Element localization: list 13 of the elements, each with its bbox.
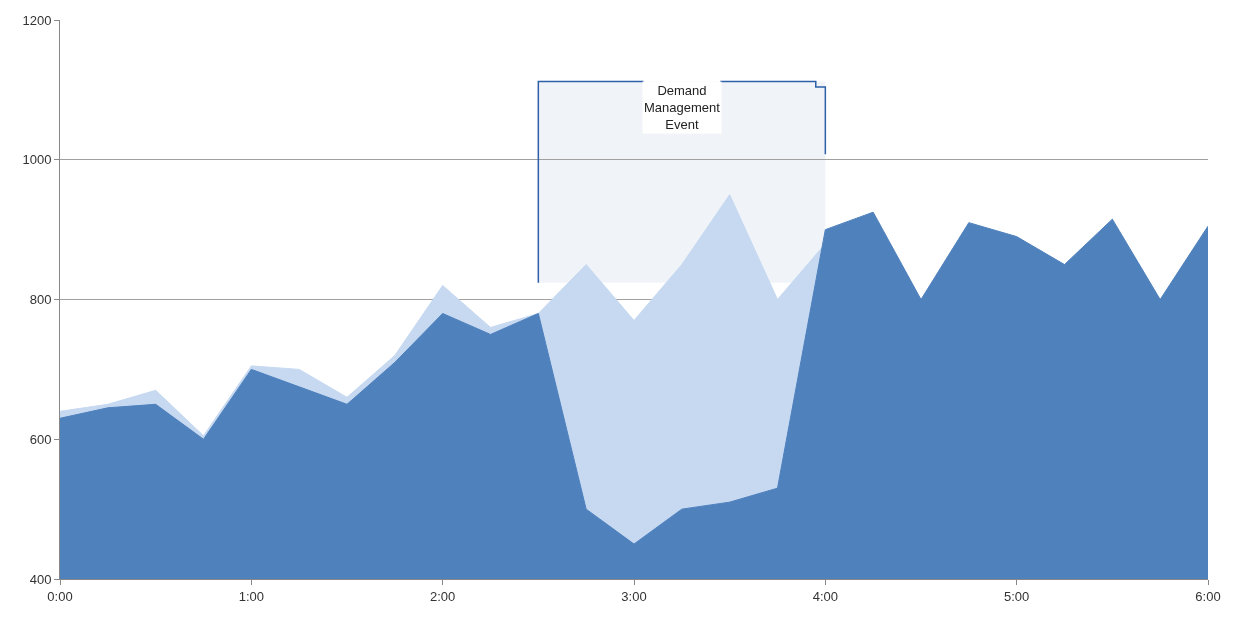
x-tick-label: 2:00: [430, 588, 456, 604]
x-tick-label: 5:00: [1004, 588, 1030, 604]
y-tick-label: 1000: [22, 152, 52, 168]
y-tick-label: 400: [29, 571, 52, 587]
x-tick-label: 1:00: [238, 588, 264, 604]
y-tick-label: 1200: [22, 12, 52, 28]
x-tick-label: 4:00: [812, 588, 838, 604]
y-tick-label: 800: [29, 292, 52, 308]
x-tick-label: 6:00: [1195, 588, 1221, 604]
y-tick-label: 600: [29, 431, 52, 447]
x-tick-label: 0:00: [47, 588, 73, 604]
band-label: Demand Management Event: [644, 83, 721, 132]
x-tick-label: 3:00: [621, 588, 647, 604]
